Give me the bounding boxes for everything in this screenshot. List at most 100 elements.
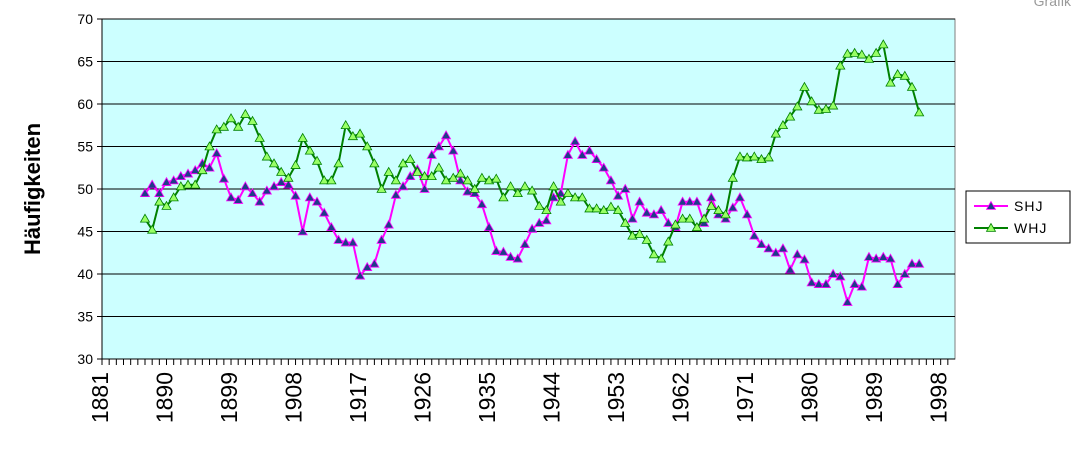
- data-point-whj: [154, 196, 165, 206]
- data-point-whj: [777, 119, 789, 130]
- data-point-shj: [526, 223, 538, 233]
- y-tick-label: 35: [77, 309, 93, 325]
- data-point-whj: [462, 175, 473, 185]
- data-point-shj: [663, 217, 674, 227]
- data-point-whj: [813, 104, 824, 114]
- data-point-whj: [498, 192, 509, 202]
- series-layer: [139, 39, 925, 306]
- data-point-shj: [311, 196, 323, 206]
- data-point-whj: [799, 81, 810, 91]
- data-point-shj: [476, 198, 488, 209]
- y-tick-label: 65: [77, 54, 93, 70]
- data-point-whj: [792, 101, 803, 111]
- data-point-whj: [734, 151, 746, 161]
- data-point-shj: [175, 170, 187, 181]
- data-point-shj: [655, 204, 667, 215]
- data-point-shj: [297, 226, 308, 236]
- data-point-shj: [426, 149, 437, 159]
- data-point-whj: [333, 158, 344, 168]
- data-point-whj: [369, 158, 380, 168]
- data-point-whj: [218, 121, 230, 131]
- data-point-whj: [648, 249, 660, 259]
- data-point-shj: [326, 221, 337, 232]
- legend-label-shj: SHJ: [1014, 198, 1043, 214]
- data-point-shj: [225, 192, 237, 202]
- data-point-whj: [892, 68, 903, 79]
- data-point-whj: [175, 181, 187, 191]
- data-point-shj: [813, 278, 824, 288]
- data-point-shj: [885, 253, 896, 263]
- data-point-shj: [354, 270, 366, 280]
- data-point-whj: [491, 173, 502, 183]
- data-point-whj: [512, 187, 523, 198]
- data-point-shj: [749, 230, 760, 240]
- data-point-shj: [146, 179, 158, 189]
- data-point-shj: [390, 189, 402, 199]
- data-point-whj: [276, 166, 287, 176]
- data-point-whj: [182, 179, 194, 189]
- data-point-shj: [319, 207, 330, 217]
- x-tick-label: 1944: [539, 372, 565, 423]
- data-point-shj: [383, 219, 394, 229]
- x-tick-label: 1962: [668, 372, 694, 423]
- data-point-shj: [684, 196, 695, 206]
- data-point-shj: [605, 175, 617, 185]
- data-point-shj: [835, 271, 846, 281]
- data-point-whj: [706, 200, 717, 210]
- data-point-whj: [311, 155, 323, 165]
- data-point-shj: [304, 192, 316, 202]
- data-point-whj: [684, 213, 695, 223]
- data-point-whj: [849, 47, 860, 57]
- data-point-whj: [197, 164, 208, 175]
- y-tick-label: 60: [77, 96, 93, 112]
- data-point-whj: [297, 132, 308, 142]
- data-point-whj: [878, 39, 889, 49]
- data-point-shj: [240, 181, 251, 191]
- data-point-shj: [906, 258, 918, 268]
- legend-label-whj: WHJ: [1014, 220, 1047, 236]
- data-point-shj: [182, 168, 194, 178]
- data-point-whj: [562, 187, 574, 198]
- data-point-shj: [627, 213, 638, 223]
- axes: 30 35 40 45 50 55 60 65 70 1881 1890 1899 1908 1917 19…: [77, 11, 955, 423]
- data-point-whj: [505, 181, 516, 191]
- data-point-shj: [340, 237, 351, 247]
- data-point-whj: [440, 175, 452, 185]
- y-tick-label: 40: [77, 266, 93, 282]
- data-point-shj: [139, 187, 151, 198]
- data-point-whj: [433, 162, 445, 172]
- data-point-whj: [906, 81, 918, 91]
- x-tick-label: 1890: [152, 372, 178, 423]
- data-point-shj: [598, 162, 609, 172]
- data-point-whj: [691, 221, 703, 232]
- data-point-whj: [842, 48, 853, 58]
- data-point-whj: [455, 168, 466, 178]
- data-point-whj: [763, 152, 774, 162]
- data-point-whj: [820, 103, 832, 113]
- x-tick-label: 1926: [410, 372, 436, 423]
- data-point-whj: [870, 47, 882, 57]
- y-tick-label: 55: [77, 139, 93, 155]
- data-point-shj: [483, 221, 495, 232]
- data-point-whj: [161, 200, 172, 210]
- data-point-shj: [512, 253, 523, 263]
- data-point-shj: [756, 238, 767, 249]
- data-point-whj: [283, 172, 294, 182]
- data-point-whj: [476, 172, 488, 182]
- data-point-shj: [498, 246, 509, 256]
- data-point-shj: [491, 245, 502, 255]
- data-point-shj: [806, 277, 817, 287]
- data-point-shj: [892, 278, 903, 288]
- x-tick-label: 1908: [281, 372, 307, 423]
- data-point-whj: [806, 96, 817, 106]
- data-point-whj: [412, 166, 423, 176]
- data-point-shj: [641, 207, 652, 217]
- data-point-shj: [677, 196, 688, 206]
- data-point-whj: [677, 213, 688, 223]
- legend-marker-whj: [985, 222, 997, 232]
- data-point-shj: [462, 186, 473, 196]
- data-point-shj: [799, 254, 810, 264]
- legend: SHJ WHJ: [965, 190, 1071, 244]
- data-point-whj: [519, 181, 531, 191]
